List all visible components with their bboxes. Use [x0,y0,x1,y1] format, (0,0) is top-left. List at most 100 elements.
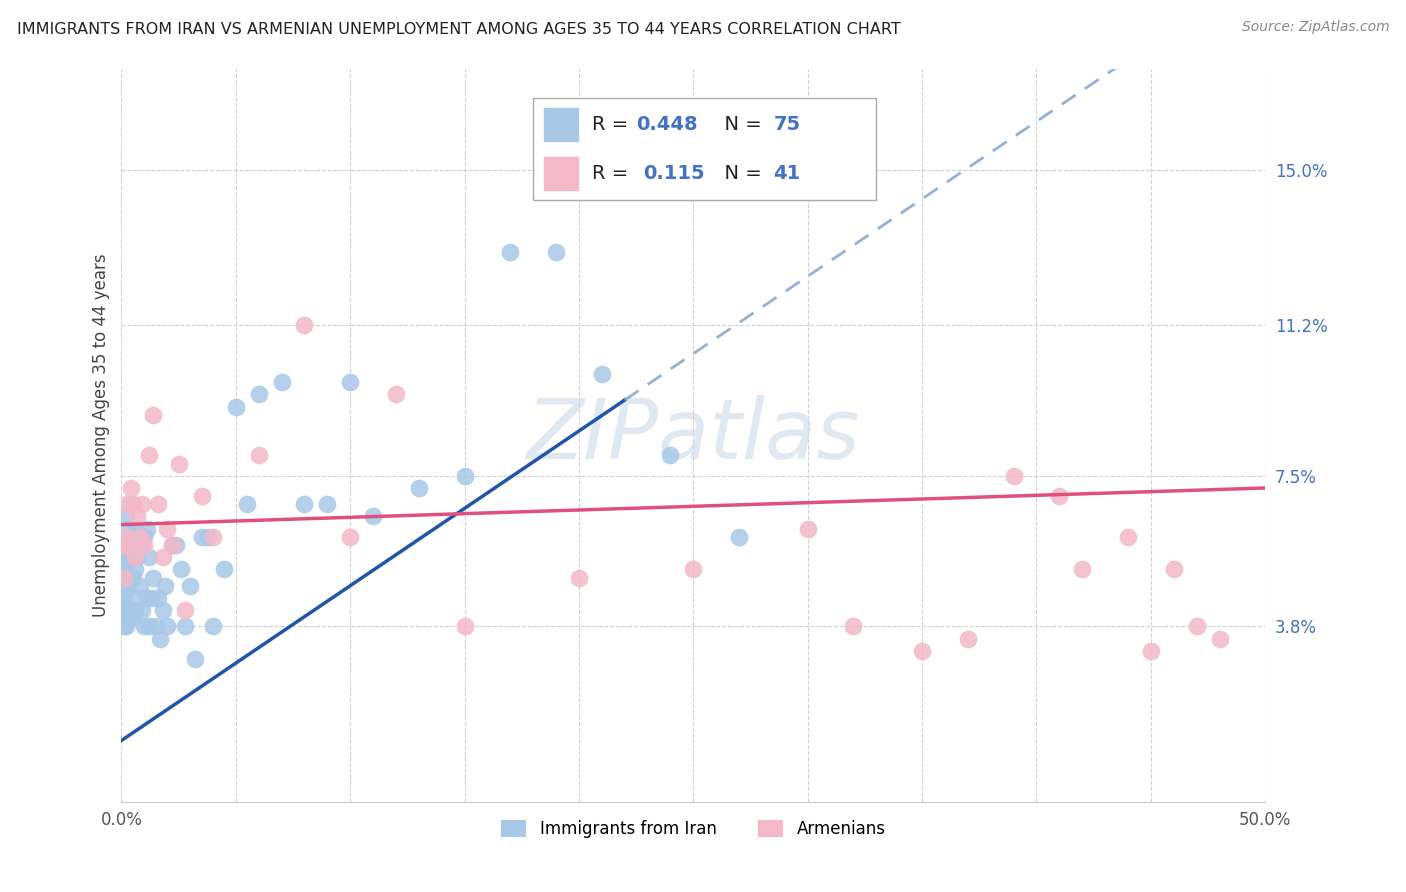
Point [117,522,139,536]
Point [156,522,179,536]
Point [135,591,157,605]
Point [122,571,145,585]
Point [149,632,172,646]
Point [117,579,139,593]
Point [842,619,865,633]
Point [112,603,135,617]
Point [112,595,135,609]
Point [134,619,156,633]
Point [115,497,138,511]
Point [225,400,247,414]
Point [124,522,146,536]
Point [124,550,146,565]
Point [120,538,142,552]
Point [112,538,135,552]
Point [339,530,361,544]
Point [120,481,142,495]
Point [122,497,145,511]
Point [122,611,145,625]
Point [127,550,149,565]
Point [316,497,339,511]
Point [1116,530,1139,544]
Point [112,562,135,576]
Point [956,632,979,646]
Point [170,562,193,576]
Point [115,509,138,524]
Point [174,603,197,617]
Point [270,375,292,389]
Point [190,530,212,544]
Point [197,530,219,544]
Point [453,619,475,633]
Point [156,619,179,633]
Point [142,571,165,585]
Point [128,530,150,544]
Point [294,497,316,511]
Text: IMMIGRANTS FROM IRAN VS ARMENIAN UNEMPLOYMENT AMONG AGES 35 TO 44 YEARS CORRELAT: IMMIGRANTS FROM IRAN VS ARMENIAN UNEMPLO… [17,22,901,37]
Point [138,550,160,565]
Point [145,619,167,633]
Point [112,571,135,585]
Point [115,538,138,552]
Point [124,603,146,617]
Point [165,538,187,552]
Point [146,591,169,605]
Point [247,449,270,463]
Point [117,611,139,625]
Point [453,468,475,483]
Point [247,387,270,401]
Point [120,571,142,585]
Y-axis label: Unemployment Among Ages 35 to 44 years: Unemployment Among Ages 35 to 44 years [93,253,110,617]
Point [124,562,146,576]
Text: ZIPatlas: ZIPatlas [526,394,860,475]
Point [728,530,751,544]
Point [1140,644,1163,658]
Point [1163,562,1185,576]
Point [659,449,682,463]
Point [408,481,430,495]
Point [115,603,138,617]
Point [214,562,236,576]
Point [152,550,174,565]
Point [115,579,138,593]
Point [112,587,135,601]
Point [591,367,613,381]
Point [201,619,224,633]
Point [911,644,934,658]
Text: Source: ZipAtlas.com: Source: ZipAtlas.com [1241,20,1389,34]
Point [127,509,149,524]
Point [115,619,138,633]
Point [796,522,818,536]
Point [1208,632,1230,646]
Point [134,538,156,552]
Point [112,554,135,568]
Point [201,530,224,544]
Point [115,530,138,544]
Point [190,489,212,503]
Legend: Immigrants from Iran, Armenians: Immigrants from Iran, Armenians [495,813,893,845]
Point [682,562,704,576]
Point [117,550,139,565]
Point [122,530,145,544]
Point [160,538,183,552]
Point [135,522,157,536]
Point [112,611,135,625]
Point [339,375,361,389]
Point [568,571,591,585]
Point [115,562,138,576]
Point [142,408,165,422]
Point [146,497,169,511]
Point [134,530,156,544]
Point [127,591,149,605]
Point [1071,562,1094,576]
Point [131,603,153,617]
Point [120,603,142,617]
Point [153,579,176,593]
Point [112,546,135,560]
Point [174,619,197,633]
Point [120,497,142,511]
Point [152,603,174,617]
Point [361,509,384,524]
Point [546,244,568,259]
Point [112,619,135,633]
